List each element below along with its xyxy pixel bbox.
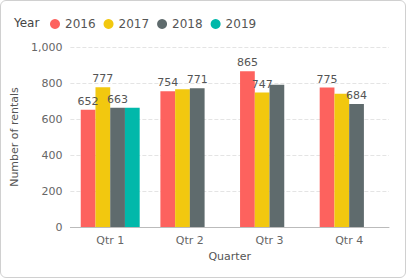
svg-text:747: 747 [252,78,273,91]
svg-text:2017: 2017 [119,17,150,31]
svg-text:865: 865 [237,56,258,69]
svg-text:775: 775 [317,73,338,86]
svg-text:2016: 2016 [65,17,96,31]
svg-text:Number of rentals: Number of rentals [8,87,21,187]
svg-text:Qtr 1: Qtr 1 [96,234,124,247]
svg-text:Qtr 4: Qtr 4 [335,234,363,247]
svg-text:754: 754 [157,76,178,89]
svg-text:Qtr 3: Qtr 3 [256,234,284,247]
svg-text:1,000: 1,000 [31,41,63,54]
svg-text:2019: 2019 [226,17,257,31]
svg-text:Year: Year [13,16,39,30]
svg-text:600: 600 [41,113,62,126]
svg-text:400: 400 [41,149,62,162]
svg-text:800: 800 [41,77,62,90]
svg-text:0: 0 [55,221,62,234]
svg-text:777: 777 [92,72,113,85]
svg-text:2018: 2018 [172,17,203,31]
svg-text:Qtr 2: Qtr 2 [176,234,204,247]
svg-text:Quarter: Quarter [208,250,251,263]
svg-text:684: 684 [346,89,367,102]
svg-text:663: 663 [107,93,128,106]
svg-text:771: 771 [187,73,208,86]
svg-text:652: 652 [78,95,99,108]
svg-text:200: 200 [41,185,62,198]
